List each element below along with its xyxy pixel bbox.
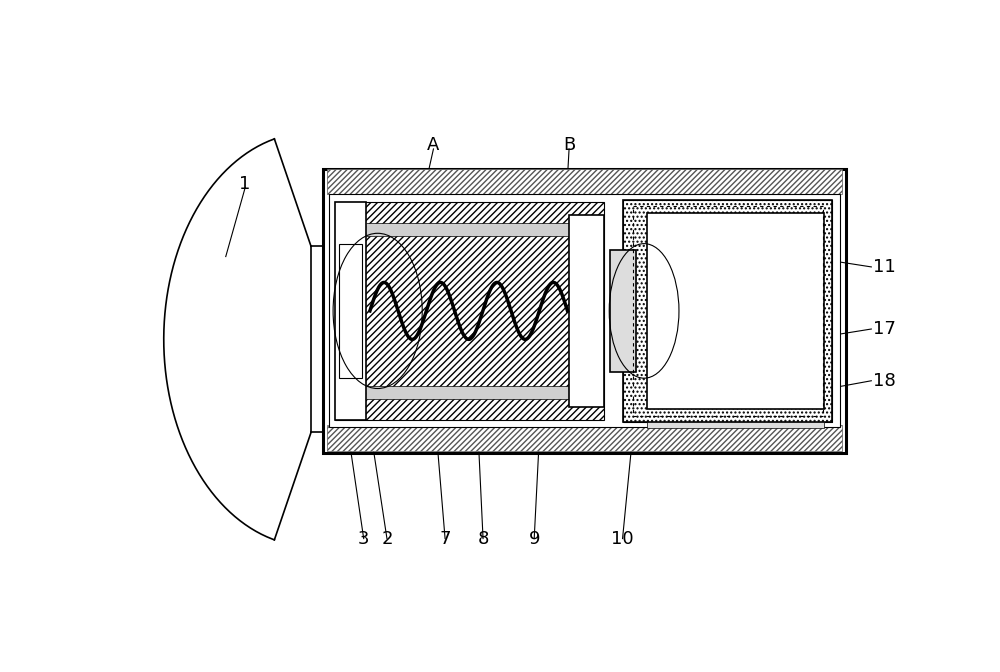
Bar (647, 212, 824, 409)
Text: 9: 9 (528, 530, 540, 548)
Text: 8: 8 (477, 530, 489, 548)
Bar (610, 250, 636, 372)
Text: 18: 18 (873, 372, 896, 390)
Bar (647, 422, 824, 428)
Text: 17: 17 (873, 320, 896, 338)
Text: 2: 2 (381, 530, 393, 548)
Bar (569, 215, 604, 407)
Bar (335, 202, 604, 419)
Text: 1: 1 (239, 175, 251, 193)
Text: 3: 3 (358, 530, 369, 548)
Bar (623, 200, 832, 422)
Bar (623, 200, 832, 422)
Bar (326, 169, 842, 194)
Text: A: A (427, 136, 440, 155)
Bar (339, 244, 362, 378)
Text: B: B (563, 136, 575, 155)
Bar (366, 386, 573, 399)
Text: 11: 11 (873, 258, 896, 276)
Bar (366, 223, 573, 236)
Text: 10: 10 (611, 530, 634, 548)
Bar (323, 169, 846, 453)
Text: 7: 7 (439, 530, 451, 548)
Bar (326, 425, 842, 451)
Bar (335, 202, 366, 419)
Bar (329, 194, 840, 427)
Bar (633, 206, 822, 416)
